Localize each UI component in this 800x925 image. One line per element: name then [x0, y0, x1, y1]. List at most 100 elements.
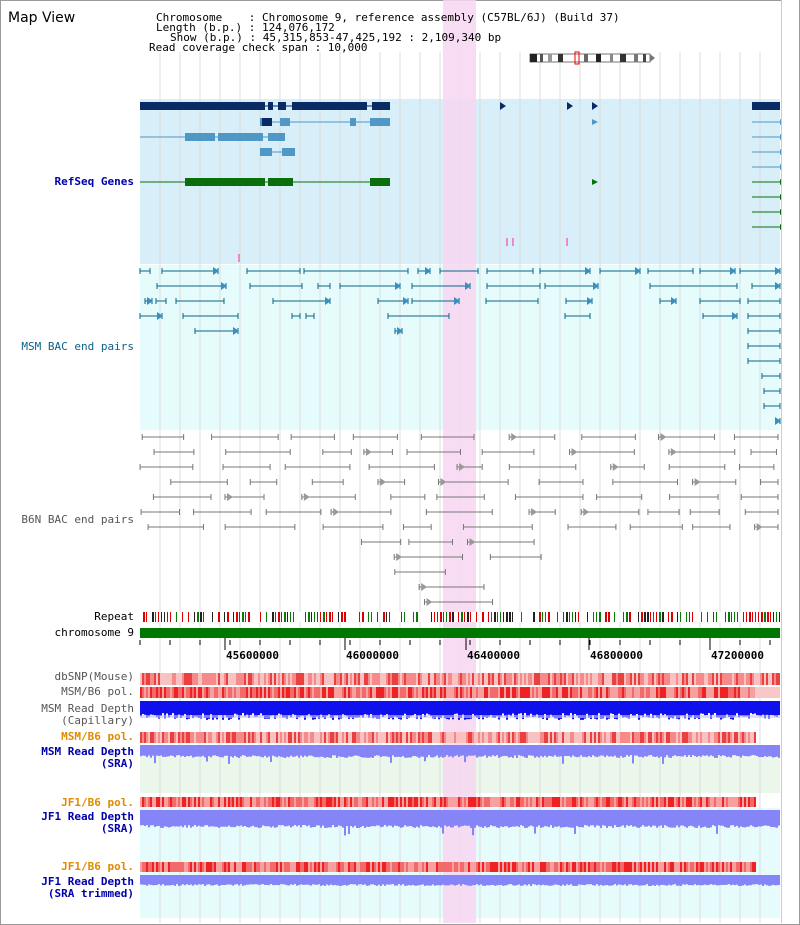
read-depth-bar: [528, 701, 530, 717]
vertical-scrollbar[interactable]: [781, 0, 799, 923]
polymorphism-cell: [246, 862, 248, 872]
polymorphism-cell: [602, 732, 604, 743]
read-depth-bar: [368, 875, 370, 886]
read-depth-bar: [616, 875, 618, 886]
polymorphism-cell: [160, 862, 162, 872]
track-label-dbsnp[interactable]: dbSNP(Mouse): [54, 670, 134, 683]
polymorphism-cell: [748, 862, 750, 872]
polymorphism-cell: [470, 797, 472, 807]
read-depth-bar: [682, 701, 684, 716]
polymorphism-cell: [398, 862, 400, 872]
polymorphism-cell: [380, 687, 382, 698]
polymorphism-cell: [268, 687, 270, 698]
track-label-msm-b6-pol-2[interactable]: MSM/B6 pol.: [61, 730, 134, 743]
polymorphism-cell: [658, 797, 660, 807]
read-depth-bar: [352, 745, 354, 757]
read-depth-bar: [228, 701, 230, 720]
polymorphism-cell: [366, 673, 368, 685]
polymorphism-cell: [488, 797, 490, 807]
repeat-mark: [548, 612, 550, 622]
read-depth-bar: [534, 701, 536, 717]
read-depth-bar: [640, 701, 642, 716]
track-label-refseq[interactable]: RefSeq Genes: [54, 175, 134, 188]
polymorphism-cell: [522, 687, 524, 698]
read-depth-bar: [308, 810, 310, 826]
polymorphism-cell: [202, 797, 204, 807]
read-depth-bar: [622, 701, 624, 718]
read-depth-bar: [150, 810, 152, 826]
repeat-mark: [266, 612, 267, 622]
repeat-mark: [743, 612, 744, 622]
polymorphism-cell: [722, 673, 724, 685]
bac-end-arrow: [396, 553, 403, 561]
read-depth-bar: [258, 810, 260, 828]
read-depth-bar: [242, 701, 244, 714]
track-label-msm-depth-capillary[interactable]: MSM Read Depth: [41, 702, 134, 715]
read-depth-bar: [344, 745, 346, 758]
read-depth-bar: [710, 745, 712, 756]
read-depth-bar: [456, 810, 458, 826]
read-depth-bar: [636, 810, 638, 828]
read-depth-bar: [460, 875, 462, 886]
repeat-mark: [440, 612, 442, 622]
track-label-msm-b6-pol-1[interactable]: MSM/B6 pol.: [61, 685, 134, 698]
read-depth-bar: [254, 810, 256, 828]
read-depth-bar: [176, 745, 178, 756]
polymorphism-cell: [354, 673, 356, 685]
track-label-jf1-depth-trimmed[interactable]: JF1 Read Depth: [41, 875, 134, 888]
read-depth-bar: [724, 701, 726, 718]
polymorphism-cell: [392, 797, 394, 807]
polymorphism-cell: [424, 862, 426, 872]
read-depth-bar: [766, 875, 768, 886]
track-label-repeat[interactable]: Repeat: [94, 610, 134, 623]
read-depth-bar: [762, 810, 764, 826]
read-depth-bar: [332, 875, 334, 886]
polymorphism-cell: [734, 673, 736, 685]
read-depth-bar: [350, 810, 352, 827]
polymorphism-cell: [614, 673, 616, 685]
polymorphism-cell: [714, 673, 716, 685]
read-depth-bar: [766, 745, 768, 757]
repeat-mark: [650, 612, 651, 622]
polymorphism-cell: [252, 797, 254, 807]
track-label-b6n-bac[interactable]: B6N BAC end pairs: [21, 513, 134, 526]
read-depth-bar: [344, 810, 346, 836]
polymorphism-cell: [174, 862, 176, 872]
read-depth-bar: [388, 745, 390, 758]
read-depth-bar: [204, 745, 206, 758]
read-depth-bar: [602, 745, 604, 756]
polymorphism-cell: [720, 687, 722, 698]
polymorphism-cell: [576, 687, 578, 698]
read-depth-bar: [596, 810, 598, 826]
repeat-mark: [317, 612, 318, 622]
polymorphism-cell: [292, 862, 294, 872]
polymorphism-cell: [604, 732, 606, 743]
polymorphism-cell: [218, 797, 220, 807]
polymorphism-cell: [548, 687, 550, 698]
track-label-jf1-b6-pol-2[interactable]: JF1/B6 pol.: [61, 860, 134, 873]
read-depth-bar: [338, 875, 340, 886]
polymorphism-cell: [530, 797, 532, 807]
polymorphism-cell: [522, 862, 524, 872]
read-depth-bar: [334, 875, 336, 885]
polymorphism-cell: [160, 797, 162, 807]
polymorphism-cell: [272, 673, 274, 685]
track-label-msm-bac[interactable]: MSM BAC end pairs: [21, 340, 134, 353]
polymorphism-cell: [732, 673, 734, 685]
read-depth-bar: [310, 875, 312, 886]
polymorphism-cell: [368, 687, 370, 698]
track-label-jf1-depth-sra[interactable]: JF1 Read Depth: [41, 810, 134, 823]
polymorphism-cell: [362, 687, 364, 698]
read-depth-bar: [606, 875, 608, 886]
track-label-jf1-b6-pol-1[interactable]: JF1/B6 pol.: [61, 796, 134, 809]
polymorphism-cell: [542, 687, 544, 698]
polymorphism-cell: [314, 673, 316, 685]
read-depth-bar: [256, 701, 258, 717]
polymorphism-cell: [590, 673, 592, 685]
polymorphism-cell: [670, 732, 672, 743]
polymorphism-cell: [712, 687, 714, 698]
polymorphism-cell: [174, 732, 176, 743]
read-depth-bar: [776, 810, 778, 828]
track-label-msm-depth-sra[interactable]: MSM Read Depth: [41, 745, 134, 758]
